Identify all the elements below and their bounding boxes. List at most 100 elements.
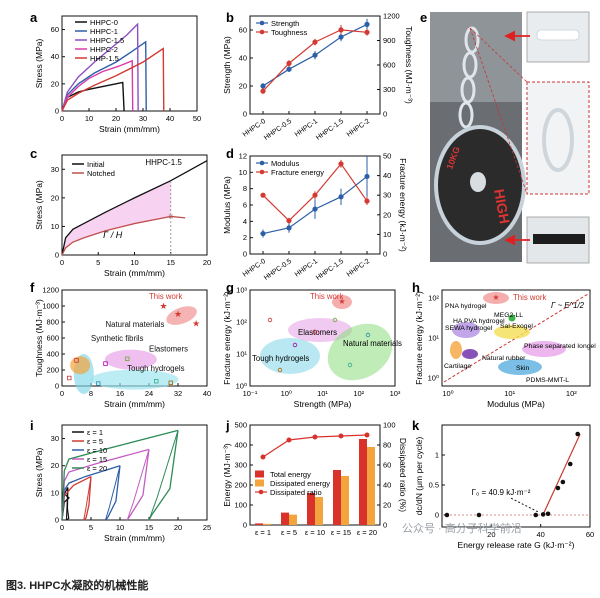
y-tick-label: 200: [234, 481, 247, 490]
region-iongel: [522, 341, 566, 357]
y2-tick-label: 80: [383, 441, 391, 450]
y-tick-label: 600: [46, 334, 59, 343]
x-tick-label: 10²: [353, 389, 364, 398]
x-tick-label: 25: [203, 523, 211, 532]
plot-frame: [249, 289, 396, 387]
this-work-star: ★: [338, 297, 345, 306]
y-tick-label: 10¹: [236, 350, 247, 359]
panel-j-chart: 0 100 200 300 400 500 Energy (MJ·m⁻³) 0 20 40 60 80…: [222, 421, 408, 538]
x-tick-label: 0: [60, 389, 64, 398]
x-tick-label: 10: [85, 114, 93, 123]
x-tick-label: 40: [536, 530, 544, 539]
series-line-Initial: [61, 160, 208, 256]
legend-label: Dissipated energy: [270, 479, 330, 488]
y-tick-label: 30: [51, 165, 59, 174]
data-point: [260, 230, 266, 237]
plot-frame: [61, 15, 198, 112]
series-line-HHP-1.5: [61, 47, 165, 112]
legend-label: ε = 20: [87, 464, 107, 473]
y2-axis-label: Fracture energy (kJ·m⁻²): [398, 158, 408, 252]
data-point: [560, 479, 566, 485]
y-tick-label: 40: [51, 52, 59, 61]
data-point: [338, 34, 344, 40]
data-marker: [312, 329, 318, 335]
x-tick-label: 10³: [390, 389, 401, 398]
data-point: [312, 192, 318, 198]
x-tick-label: 16: [116, 389, 124, 398]
x-tick-label: 15: [167, 258, 175, 267]
y2-tick-label: 40: [383, 171, 391, 180]
y2-axis-label: Toughness (MJ·m⁻³): [404, 26, 414, 104]
data-point: [312, 206, 318, 212]
data-point: [555, 485, 561, 491]
region-label: Tough hydrogels: [127, 364, 184, 373]
region-label: PDMS-MMT-L: [526, 377, 569, 384]
bar-dissipated: [315, 497, 323, 525]
ratio-point: [286, 437, 292, 443]
panel-letter-j: j: [225, 418, 230, 433]
panel-i-chart: 0 5 10 15 20 25 0 10 20 30 Strain (mm/mm) Stress (M…: [34, 424, 211, 543]
series-line-HHPC-1: [61, 40, 147, 112]
x-tick-label: HHPC-0.5: [263, 258, 293, 282]
y-tick-label: 10: [239, 168, 247, 177]
region-tough-hydrogels: [260, 338, 320, 374]
y2-tick-label: 900: [383, 36, 396, 45]
region-this-work: [166, 306, 197, 325]
panel-letter-d: d: [226, 146, 234, 161]
data-marker: [332, 317, 338, 323]
x-axis-label: Strain (mm/mm): [104, 533, 165, 543]
region-label: Phase separated Iongel: [524, 343, 596, 350]
x-tick-label: 10: [130, 258, 138, 267]
y-tick-label: 0: [243, 521, 247, 530]
panel-letter-k: k: [412, 418, 420, 433]
region-label: Synthetic fibrils: [91, 334, 144, 343]
y2-tick-label: 50: [383, 152, 391, 161]
y-tick-label: 30: [51, 434, 59, 443]
x-tick-label: 20: [203, 258, 211, 267]
data-point: [260, 83, 266, 89]
y-tick-label: 400: [46, 350, 59, 359]
region-this-work: [483, 292, 509, 304]
y-axis-label: Toughness (MJ·m⁻³): [34, 299, 44, 377]
region-label: This work: [513, 293, 546, 302]
this-work-star: ★: [174, 309, 182, 319]
x-tick-label: 10¹: [504, 389, 515, 398]
x-tick-label: 0: [60, 523, 64, 532]
y-tick-label: 1000: [42, 302, 59, 311]
reloading-curve-ε = 15: [126, 449, 150, 521]
y2-tick-label: 30: [383, 191, 391, 200]
y-tick-label: 10²: [428, 294, 439, 303]
x-tick-label: ε = 5: [281, 528, 297, 537]
region-label: This work: [310, 292, 343, 301]
data-point: [260, 192, 266, 198]
region-sal-exogel: [494, 325, 530, 339]
ratio-point: [338, 433, 344, 439]
y2-tick-label: 0: [383, 521, 387, 530]
region-label: Tough hydrogels: [252, 354, 309, 363]
data-point: [312, 52, 318, 58]
photo-weight-hole: [470, 172, 486, 192]
region-label: Sal-Exogel: [500, 323, 533, 330]
series-line-HHPC-1.5: [61, 22, 139, 112]
data-point: [540, 512, 546, 517]
y2-tick-label: 20: [383, 210, 391, 219]
x-tick-label: 30: [139, 114, 147, 123]
plot-frame: [441, 289, 591, 387]
x-tick-label: ε = 15: [331, 528, 351, 537]
plot-frame: [61, 424, 208, 521]
data-marker: [96, 381, 101, 386]
data-point: [364, 21, 370, 27]
y-tick-label: 1200: [42, 286, 59, 295]
panel-letter-i: i: [30, 418, 34, 433]
data-marker: [74, 358, 79, 363]
fit-line: [542, 433, 581, 516]
shaded-area: [62, 180, 171, 255]
y-tick-label: 200: [46, 366, 59, 375]
figure-caption: 图3. HHPC水凝胶的机械性能: [6, 580, 149, 592]
x-tick-label: 15: [145, 523, 153, 532]
legend-marker: [259, 29, 265, 35]
region-label: Cartilage: [444, 363, 471, 370]
bar-dissipated: [367, 447, 375, 525]
